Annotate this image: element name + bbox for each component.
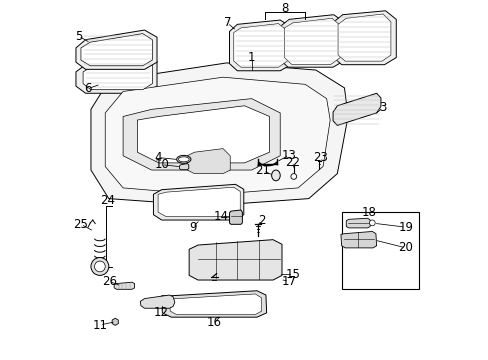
Text: 11: 11: [92, 319, 107, 332]
Text: 9: 9: [188, 221, 196, 234]
Text: 6: 6: [84, 82, 92, 95]
Text: 17: 17: [281, 275, 296, 288]
Polygon shape: [333, 11, 395, 65]
Polygon shape: [137, 106, 269, 163]
Polygon shape: [81, 33, 152, 66]
Text: 25: 25: [73, 218, 88, 231]
Text: 7: 7: [223, 17, 231, 30]
Polygon shape: [332, 93, 380, 125]
Polygon shape: [337, 14, 390, 61]
Text: 12: 12: [154, 306, 169, 319]
Text: 16: 16: [206, 316, 221, 329]
Text: 22: 22: [285, 156, 300, 169]
Circle shape: [369, 220, 374, 226]
Polygon shape: [346, 218, 369, 228]
Polygon shape: [229, 20, 292, 71]
Text: 24: 24: [101, 194, 115, 207]
Polygon shape: [162, 291, 266, 317]
Polygon shape: [123, 99, 280, 170]
Polygon shape: [280, 15, 345, 67]
Ellipse shape: [271, 170, 280, 181]
Polygon shape: [140, 295, 175, 308]
Polygon shape: [153, 184, 244, 220]
Polygon shape: [114, 282, 134, 289]
Text: 19: 19: [398, 221, 412, 234]
Circle shape: [91, 257, 108, 275]
Polygon shape: [233, 24, 287, 67]
Text: 3: 3: [379, 101, 386, 114]
Ellipse shape: [178, 157, 189, 162]
Polygon shape: [229, 210, 242, 224]
Polygon shape: [105, 77, 329, 195]
Text: 4: 4: [154, 151, 162, 164]
Text: 15: 15: [285, 268, 300, 281]
Text: 8: 8: [281, 2, 288, 15]
Polygon shape: [284, 18, 340, 64]
Text: 14: 14: [213, 210, 228, 223]
Text: 26: 26: [102, 275, 117, 288]
Circle shape: [94, 261, 105, 272]
Polygon shape: [76, 30, 157, 69]
Polygon shape: [76, 54, 157, 93]
Circle shape: [290, 174, 296, 179]
Polygon shape: [83, 58, 152, 90]
Text: 13: 13: [281, 149, 296, 162]
Text: 1: 1: [247, 51, 255, 64]
Polygon shape: [169, 294, 261, 315]
Text: 5: 5: [75, 30, 82, 42]
Text: 18: 18: [361, 206, 375, 219]
Text: 23: 23: [312, 151, 327, 164]
Text: 10: 10: [154, 158, 169, 171]
Bar: [341, 212, 419, 289]
Text: 20: 20: [398, 242, 412, 255]
Polygon shape: [158, 187, 240, 216]
Polygon shape: [91, 63, 347, 206]
Ellipse shape: [176, 156, 190, 163]
Polygon shape: [179, 163, 188, 170]
Text: 21: 21: [255, 164, 270, 177]
Polygon shape: [187, 149, 230, 174]
Polygon shape: [189, 240, 282, 280]
Polygon shape: [340, 231, 376, 248]
Text: 2: 2: [257, 213, 265, 226]
